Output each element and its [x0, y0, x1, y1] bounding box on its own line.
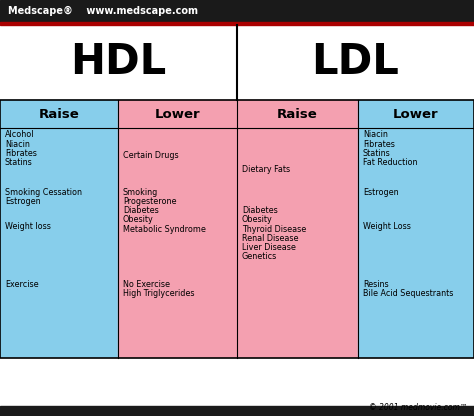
Bar: [118, 100, 237, 128]
Text: Fibrates: Fibrates: [5, 149, 37, 158]
Text: LDL: LDL: [311, 42, 400, 84]
Text: Genetics: Genetics: [242, 252, 277, 261]
Text: Obesity: Obesity: [242, 215, 273, 225]
Text: Progesterone: Progesterone: [123, 197, 176, 206]
Text: Smoking: Smoking: [123, 188, 158, 197]
Bar: [0, 128, 118, 358]
Text: Diabetes: Diabetes: [123, 206, 159, 215]
Bar: [0, 22, 474, 25]
Text: Raise: Raise: [277, 107, 318, 121]
Bar: [118, 128, 237, 358]
Text: Diabetes: Diabetes: [242, 206, 278, 215]
Bar: [0, 358, 474, 416]
Text: Renal Disease: Renal Disease: [242, 234, 299, 243]
Text: Resins: Resins: [363, 280, 389, 289]
Text: High Triglycerides: High Triglycerides: [123, 289, 194, 298]
Bar: [0, 0, 474, 22]
Text: Certain Drugs: Certain Drugs: [123, 151, 179, 160]
Bar: [0, 100, 118, 128]
Text: Alcohol: Alcohol: [5, 130, 35, 139]
Text: Statins: Statins: [5, 158, 33, 167]
Bar: [358, 100, 474, 128]
Text: No Exercise: No Exercise: [123, 280, 170, 289]
Text: Weight loss: Weight loss: [5, 223, 51, 231]
Text: Weight Loss: Weight Loss: [363, 223, 411, 231]
Text: Thyroid Disease: Thyroid Disease: [242, 225, 306, 234]
Text: HDL: HDL: [70, 42, 167, 84]
Bar: [0, 25, 474, 100]
Text: Niacin: Niacin: [5, 140, 30, 149]
Text: Estrogen: Estrogen: [5, 197, 41, 206]
Text: Medscape®    www.medscape.com: Medscape® www.medscape.com: [8, 6, 198, 16]
Text: Estrogen: Estrogen: [363, 188, 399, 197]
Bar: [0, 100, 474, 358]
Text: Exercise: Exercise: [5, 280, 38, 289]
Text: Statins: Statins: [363, 149, 391, 158]
Text: Dietary Fats: Dietary Fats: [242, 165, 290, 174]
Text: Fibrates: Fibrates: [363, 140, 395, 149]
Text: Liver Disease: Liver Disease: [242, 243, 296, 252]
Text: Bile Acid Sequestrants: Bile Acid Sequestrants: [363, 289, 453, 298]
Text: Metabolic Syndrome: Metabolic Syndrome: [123, 225, 206, 234]
Text: Raise: Raise: [38, 107, 79, 121]
Bar: [237, 128, 358, 358]
Text: Lower: Lower: [155, 107, 201, 121]
Text: Smoking Cessation: Smoking Cessation: [5, 188, 82, 197]
Text: Obesity: Obesity: [123, 215, 154, 225]
Bar: [358, 128, 474, 358]
Bar: [0, 406, 474, 416]
Bar: [237, 100, 358, 128]
Text: © 2001 medmovie.com™: © 2001 medmovie.com™: [370, 404, 468, 413]
Text: Niacin: Niacin: [363, 130, 388, 139]
Text: Fat Reduction: Fat Reduction: [363, 158, 418, 167]
Text: Lower: Lower: [393, 107, 439, 121]
